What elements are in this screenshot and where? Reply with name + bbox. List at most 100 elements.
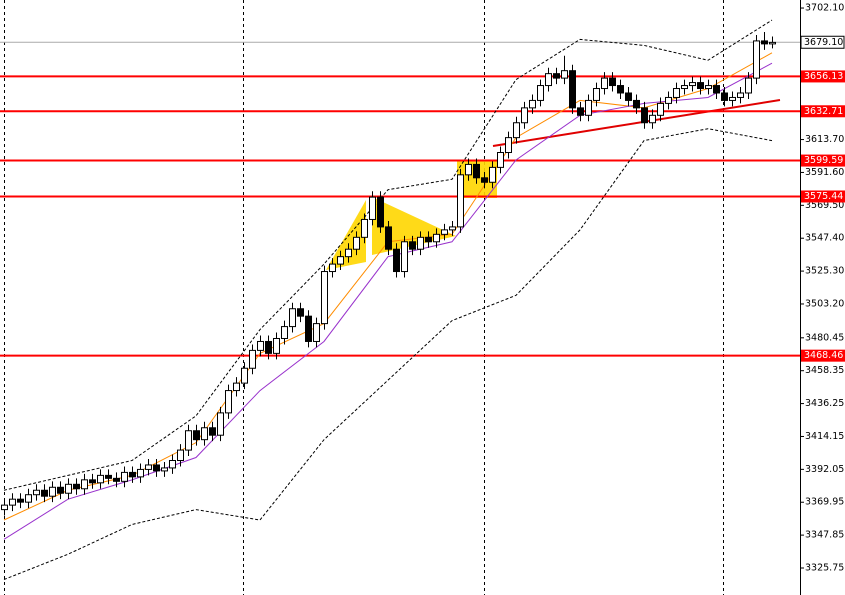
candle-body bbox=[633, 99, 640, 109]
y-tick-label: 3480.45 bbox=[805, 332, 844, 343]
candle-body bbox=[689, 82, 696, 87]
candle-body bbox=[705, 85, 712, 90]
y-tick-label: 3392.05 bbox=[805, 464, 844, 475]
axis-labels: 3702.10 3613.70 3591.60 3569.50 3547.40 3525.… bbox=[800, 3, 845, 573]
candle-body bbox=[33, 489, 40, 496]
candle-body bbox=[593, 88, 600, 101]
candle-body bbox=[233, 382, 240, 392]
candle-body bbox=[161, 467, 168, 472]
level-label-box bbox=[801, 70, 845, 83]
y-tick-label: 3458.35 bbox=[805, 365, 844, 376]
candle-body bbox=[241, 367, 248, 384]
candle-body bbox=[185, 430, 192, 451]
candle-body bbox=[145, 464, 152, 470]
candle-body bbox=[209, 427, 216, 436]
candle-body bbox=[73, 483, 80, 490]
candle-body bbox=[665, 96, 672, 104]
candle-body bbox=[569, 70, 576, 109]
candle-body bbox=[753, 40, 760, 79]
y-tick-label: 3436.25 bbox=[805, 398, 844, 409]
candle-body bbox=[121, 471, 128, 482]
candle-body bbox=[369, 196, 376, 220]
candle-body bbox=[409, 241, 416, 250]
level-label: 3599.59 bbox=[804, 155, 843, 166]
candle-body bbox=[25, 494, 32, 503]
candle-body bbox=[617, 85, 624, 94]
y-tick-label: 3503.20 bbox=[805, 298, 844, 309]
candle-body bbox=[489, 166, 496, 183]
candle-body bbox=[729, 96, 736, 101]
y-tick-label: 3613.70 bbox=[805, 134, 844, 145]
candle-body bbox=[193, 430, 200, 441]
candle-body bbox=[529, 99, 536, 109]
y-tick-label: 3547.40 bbox=[805, 233, 844, 244]
y-tick-label: 3347.85 bbox=[805, 530, 844, 541]
candle-body bbox=[225, 390, 232, 414]
candle-body bbox=[465, 163, 472, 176]
candle-body bbox=[137, 468, 144, 478]
candle-body bbox=[393, 248, 400, 273]
candle-body bbox=[481, 177, 488, 183]
y-tick-label: 3702.10 bbox=[805, 3, 844, 14]
candle-body bbox=[353, 236, 360, 250]
candle-body bbox=[401, 241, 408, 273]
candle-body bbox=[257, 340, 264, 351]
candle-body bbox=[49, 486, 56, 497]
levels bbox=[0, 41, 800, 357]
candle-body bbox=[521, 107, 528, 124]
candle-body bbox=[177, 449, 184, 461]
y-tick-label: 3414.15 bbox=[805, 431, 844, 442]
last-price-box bbox=[800, 35, 845, 49]
band-line bbox=[3, 19, 773, 491]
candle-body bbox=[417, 236, 424, 250]
candle-body bbox=[425, 236, 432, 243]
candle-body bbox=[721, 92, 728, 101]
candle-body bbox=[321, 271, 328, 325]
candle-body bbox=[449, 226, 456, 231]
candle-body bbox=[105, 474, 112, 479]
candle-body bbox=[553, 73, 560, 79]
candle-body bbox=[1, 504, 8, 511]
candle-body bbox=[641, 107, 648, 124]
candle-body bbox=[169, 459, 176, 469]
candle-body bbox=[513, 122, 520, 139]
candle-body bbox=[505, 137, 512, 154]
candle-body bbox=[65, 483, 72, 494]
candle-body bbox=[345, 248, 352, 258]
candle-body bbox=[737, 92, 744, 98]
candle-body bbox=[681, 85, 688, 90]
candle-body bbox=[281, 326, 288, 339]
candle-body bbox=[265, 340, 272, 354]
candle-body bbox=[761, 40, 768, 45]
candle-body bbox=[17, 498, 24, 503]
y-tick-label: 3569.50 bbox=[805, 200, 844, 211]
candle-body bbox=[201, 427, 208, 441]
candle-body bbox=[433, 233, 440, 243]
candle-body bbox=[129, 471, 136, 478]
level-label-box bbox=[801, 154, 845, 167]
candle-body bbox=[537, 85, 544, 101]
candle-body bbox=[385, 226, 392, 250]
candle-body bbox=[9, 498, 16, 506]
candle-body bbox=[41, 489, 48, 497]
level-label: 3656.13 bbox=[804, 71, 843, 82]
band-line bbox=[3, 128, 773, 580]
candle-body bbox=[585, 99, 592, 116]
candle-body bbox=[577, 107, 584, 116]
last-price-label: 3679.10 bbox=[804, 37, 843, 48]
candle-body bbox=[153, 464, 160, 472]
candle-body bbox=[289, 308, 296, 328]
level-label-box bbox=[801, 349, 845, 362]
candle-body bbox=[113, 477, 120, 482]
candle-body bbox=[457, 174, 464, 228]
candle-body bbox=[497, 152, 504, 168]
candle-body bbox=[609, 77, 616, 87]
candle-body bbox=[561, 70, 568, 79]
candle-body bbox=[57, 486, 64, 494]
candle-body bbox=[377, 196, 384, 228]
level-label-box bbox=[801, 190, 845, 203]
candle-body bbox=[361, 218, 368, 238]
candle-body bbox=[217, 412, 224, 436]
